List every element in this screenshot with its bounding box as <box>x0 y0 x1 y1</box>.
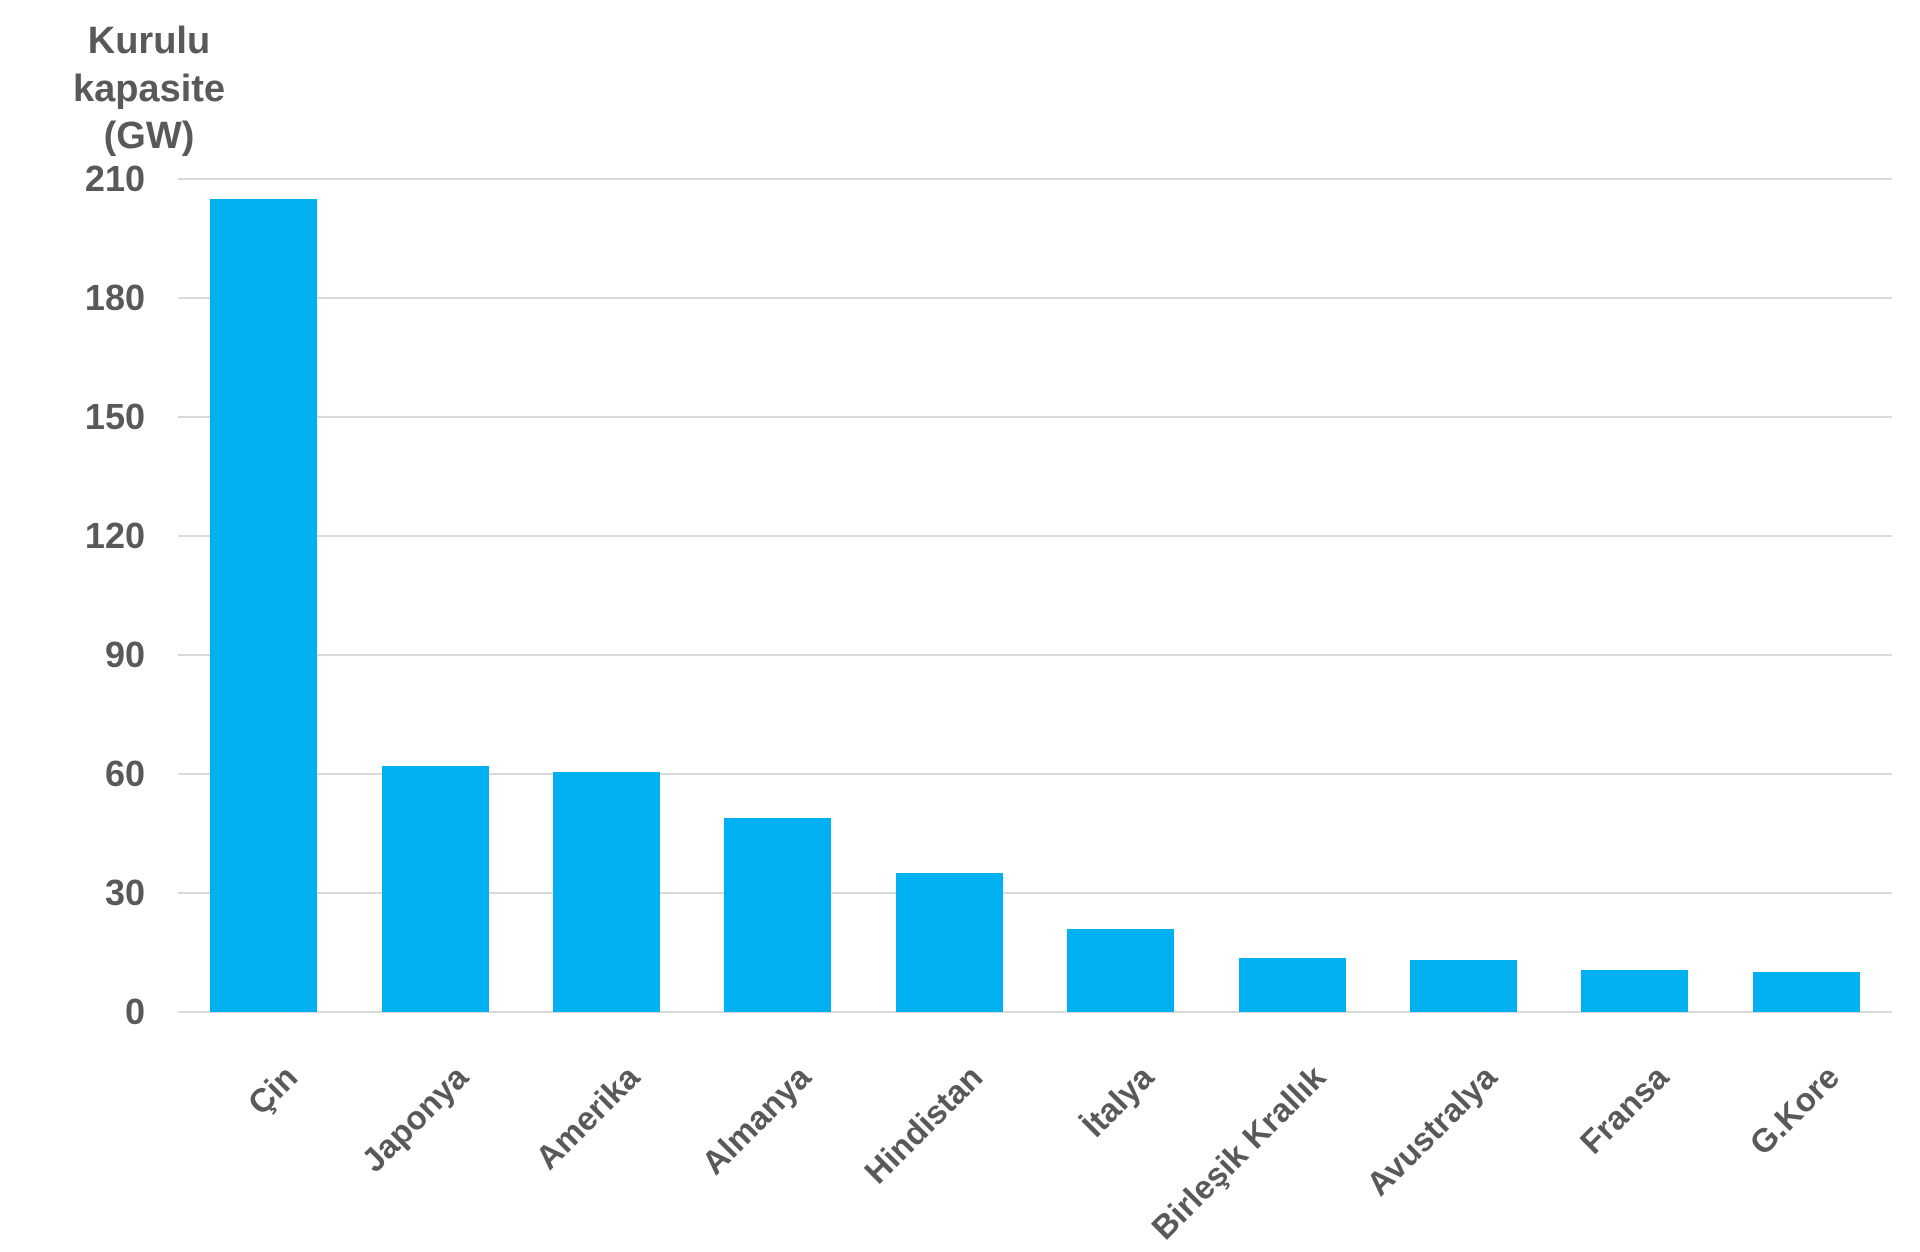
bar-fransa <box>1581 969 1689 1012</box>
x-label-fransa: Fransa <box>1572 1058 1676 1161</box>
bar-amerika <box>553 772 660 1012</box>
x-label-birleşik-krallık: Birleşik Krallık <box>1143 1058 1333 1247</box>
bar-birleşik-krallık <box>1238 958 1346 1012</box>
x-label-çin: Çin <box>240 1058 304 1122</box>
y-tick-label-120: 120 <box>84 515 145 556</box>
y-tick-label-210: 210 <box>84 158 145 199</box>
gridline-210 <box>178 178 1892 180</box>
gridline-30 <box>178 892 1892 894</box>
gridline-120 <box>178 535 1892 537</box>
bar-japonya <box>381 766 489 1012</box>
bar-g.kore <box>1752 971 1860 1012</box>
y-tick-label-30: 30 <box>104 872 145 913</box>
y-tick-label-60: 60 <box>104 753 145 794</box>
bar-avustralya <box>1410 959 1517 1012</box>
y-tick-label-0: 0 <box>124 991 145 1032</box>
gridline-60 <box>178 773 1892 775</box>
bar-almanya <box>724 817 832 1012</box>
bar-hindistan <box>895 873 1003 1012</box>
y-tick-label-90: 90 <box>104 634 145 675</box>
gridline-180 <box>178 297 1892 299</box>
chart-title: Kurulu kapasite (GW) <box>10 18 288 161</box>
x-label-amerika: Amerika <box>528 1058 647 1177</box>
bar-çin <box>210 198 318 1012</box>
x-label-avustralya: Avustralya <box>1359 1058 1504 1203</box>
gridline-0 <box>178 1011 1892 1013</box>
x-label-hindistan: Hindistan <box>857 1058 990 1191</box>
chart-title-line-1: Kurulu kapasite <box>72 20 226 110</box>
x-label-i̇talya: İtalya <box>1075 1058 1161 1144</box>
x-label-g.kore: G.Kore <box>1742 1058 1847 1162</box>
chart-title-line-2: (GW) <box>103 115 195 157</box>
gridline-90 <box>178 654 1892 656</box>
y-tick-label-150: 150 <box>84 396 145 437</box>
bar-i̇talya <box>1067 928 1175 1012</box>
plot-area <box>178 178 1892 1013</box>
gridline-150 <box>178 416 1892 418</box>
x-label-almanya: Almanya <box>694 1058 819 1182</box>
y-tick-label-180: 180 <box>84 277 145 318</box>
x-label-japonya: Japonya <box>354 1058 476 1179</box>
